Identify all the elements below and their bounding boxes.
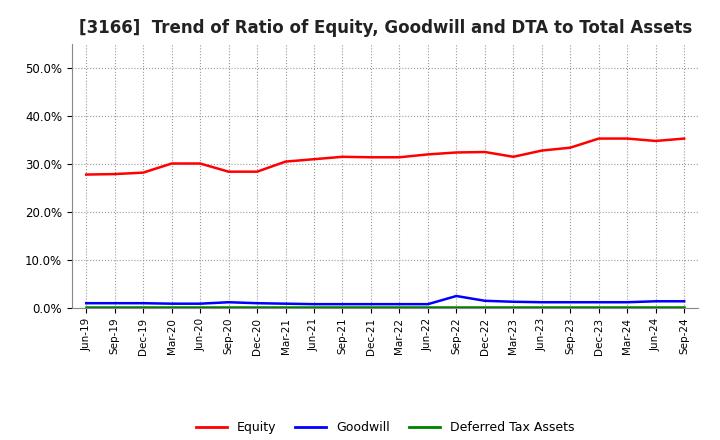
Title: [3166]  Trend of Ratio of Equity, Goodwill and DTA to Total Assets: [3166] Trend of Ratio of Equity, Goodwil… (78, 19, 692, 37)
Equity (110, 172, 119, 177)
Goodwill (225, 300, 233, 305)
Goodwill (167, 301, 176, 306)
Equity (395, 154, 404, 160)
Deferred Tax Assets (652, 304, 660, 310)
Deferred Tax Assets (310, 304, 318, 310)
Deferred Tax Assets (537, 304, 546, 310)
Deferred Tax Assets (595, 304, 603, 310)
Deferred Tax Assets (623, 304, 631, 310)
Deferred Tax Assets (480, 304, 489, 310)
Equity (537, 148, 546, 153)
Equity (623, 136, 631, 141)
Goodwill (509, 299, 518, 304)
Deferred Tax Assets (680, 304, 688, 310)
Goodwill (110, 301, 119, 306)
Equity (282, 159, 290, 164)
Goodwill (537, 300, 546, 305)
Goodwill (652, 299, 660, 304)
Goodwill (196, 301, 204, 306)
Equity (196, 161, 204, 166)
Equity (423, 152, 432, 157)
Equity (595, 136, 603, 141)
Legend: Equity, Goodwill, Deferred Tax Assets: Equity, Goodwill, Deferred Tax Assets (191, 416, 580, 439)
Deferred Tax Assets (566, 304, 575, 310)
Deferred Tax Assets (509, 304, 518, 310)
Equity (82, 172, 91, 177)
Deferred Tax Assets (82, 304, 91, 310)
Equity (310, 157, 318, 162)
Deferred Tax Assets (452, 304, 461, 310)
Equity (225, 169, 233, 174)
Goodwill (452, 293, 461, 299)
Deferred Tax Assets (366, 304, 375, 310)
Equity (167, 161, 176, 166)
Deferred Tax Assets (110, 304, 119, 310)
Deferred Tax Assets (167, 304, 176, 310)
Deferred Tax Assets (253, 304, 261, 310)
Goodwill (595, 300, 603, 305)
Deferred Tax Assets (282, 304, 290, 310)
Goodwill (139, 301, 148, 306)
Equity (338, 154, 347, 159)
Goodwill (366, 301, 375, 307)
Goodwill (310, 301, 318, 307)
Equity (452, 150, 461, 155)
Equity (680, 136, 688, 141)
Equity (509, 154, 518, 159)
Goodwill (282, 301, 290, 306)
Deferred Tax Assets (423, 304, 432, 310)
Deferred Tax Assets (395, 304, 404, 310)
Deferred Tax Assets (196, 304, 204, 310)
Equity (139, 170, 148, 175)
Equity (652, 138, 660, 143)
Deferred Tax Assets (225, 304, 233, 310)
Goodwill (623, 300, 631, 305)
Equity (366, 154, 375, 160)
Goodwill (395, 301, 404, 307)
Deferred Tax Assets (139, 304, 148, 310)
Equity (253, 169, 261, 174)
Goodwill (680, 299, 688, 304)
Line: Goodwill: Goodwill (86, 296, 684, 304)
Goodwill (338, 301, 347, 307)
Goodwill (253, 301, 261, 306)
Equity (480, 149, 489, 154)
Goodwill (566, 300, 575, 305)
Line: Equity: Equity (86, 139, 684, 175)
Goodwill (82, 301, 91, 306)
Equity (566, 145, 575, 150)
Deferred Tax Assets (338, 304, 347, 310)
Goodwill (480, 298, 489, 304)
Goodwill (423, 301, 432, 307)
